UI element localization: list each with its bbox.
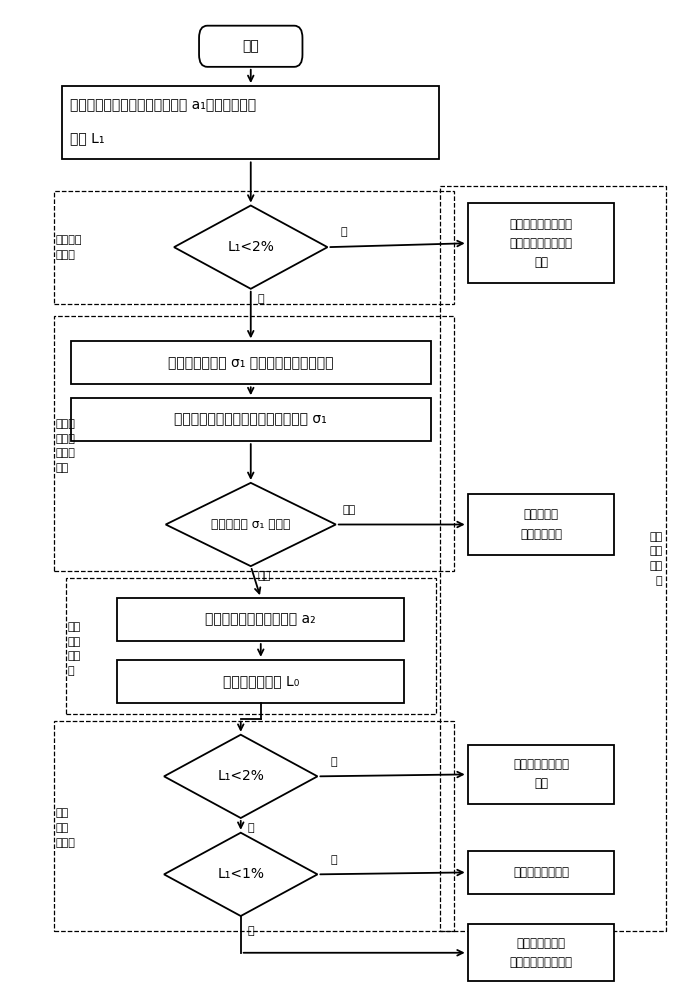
- Text: 人工智
能应力
计算服
务器: 人工智 能应力 计算服 务器: [56, 419, 76, 473]
- Text: 立刻对裂纹进行处理
或年内安排大修或者
中修: 立刻对裂纹进行处理 或年内安排大修或者 中修: [509, 218, 573, 269]
- Text: 寿命
计算
服务
器: 寿命 计算 服务 器: [67, 622, 81, 676]
- Polygon shape: [164, 735, 318, 818]
- Text: 正号: 正号: [257, 571, 270, 581]
- Text: 是: 是: [331, 855, 338, 865]
- Text: 否: 否: [331, 757, 338, 767]
- Text: 最大主应力 σ₁ 的符号: 最大主应力 σ₁ 的符号: [211, 518, 291, 531]
- Text: 度比 L₁: 度比 L₁: [70, 131, 105, 145]
- Bar: [54, 316, 455, 571]
- Text: 在线计算裂纹所在部位的最大主应力 σ₁: 在线计算裂纹所在部位的最大主应力 σ₁: [174, 413, 327, 427]
- Text: 是: 是: [247, 823, 254, 833]
- Polygon shape: [165, 483, 336, 566]
- Text: 按照计划进行启停: 按照计划进行启停: [513, 866, 569, 879]
- FancyBboxPatch shape: [468, 924, 614, 981]
- Text: 年内安排大修或者
中修: 年内安排大修或者 中修: [513, 758, 569, 790]
- Text: 检修
管理
服务
器: 检修 管理 服务 器: [649, 532, 662, 586]
- Text: 否: 否: [247, 926, 254, 936]
- Text: 开始: 开始: [243, 39, 259, 53]
- Text: 是: 是: [257, 294, 264, 304]
- Text: 正常启停，
裂纹无需处理: 正常启停， 裂纹无需处理: [520, 508, 562, 540]
- Text: 否: 否: [341, 227, 348, 237]
- Bar: [54, 720, 455, 931]
- Bar: [66, 578, 436, 714]
- FancyBboxPatch shape: [117, 598, 404, 641]
- Bar: [439, 186, 667, 931]
- FancyBboxPatch shape: [71, 398, 431, 441]
- Text: 计算启停过程裂纹扩展量 a₂: 计算启停过程裂纹扩展量 a₂: [206, 613, 316, 627]
- FancyBboxPatch shape: [468, 494, 614, 555]
- Bar: [54, 191, 455, 304]
- Text: L₁<1%: L₁<1%: [218, 867, 264, 881]
- FancyBboxPatch shape: [468, 203, 614, 283]
- Text: 需要制定计划，
控制汽轮机的启停次: 需要制定计划， 控制汽轮机的启停次: [509, 937, 573, 969]
- Text: 负号: 负号: [343, 505, 356, 515]
- Text: 缺陷评定
服务器: 缺陷评定 服务器: [56, 235, 83, 260]
- Text: 缺陷
评定
服务器: 缺陷 评定 服务器: [56, 808, 76, 848]
- Text: 建立最大主应力 σ₁ 与热力参数的映射关系: 建立最大主应力 σ₁ 与热力参数的映射关系: [168, 356, 334, 370]
- Polygon shape: [164, 833, 318, 916]
- FancyBboxPatch shape: [468, 851, 614, 894]
- FancyBboxPatch shape: [199, 26, 302, 67]
- FancyBboxPatch shape: [468, 745, 614, 804]
- FancyBboxPatch shape: [63, 86, 439, 159]
- FancyBboxPatch shape: [117, 660, 404, 703]
- Text: L₁<2%: L₁<2%: [218, 769, 264, 783]
- Polygon shape: [174, 206, 327, 289]
- Text: 输入产生裂纹的部位和裂纹深度 a₁，计算裂纹深: 输入产生裂纹的部位和裂纹深度 a₁，计算裂纹深: [70, 98, 256, 112]
- Text: 计算当前深度比 L₀: 计算当前深度比 L₀: [222, 674, 299, 688]
- Text: L₁<2%: L₁<2%: [227, 240, 275, 254]
- FancyBboxPatch shape: [71, 341, 431, 384]
